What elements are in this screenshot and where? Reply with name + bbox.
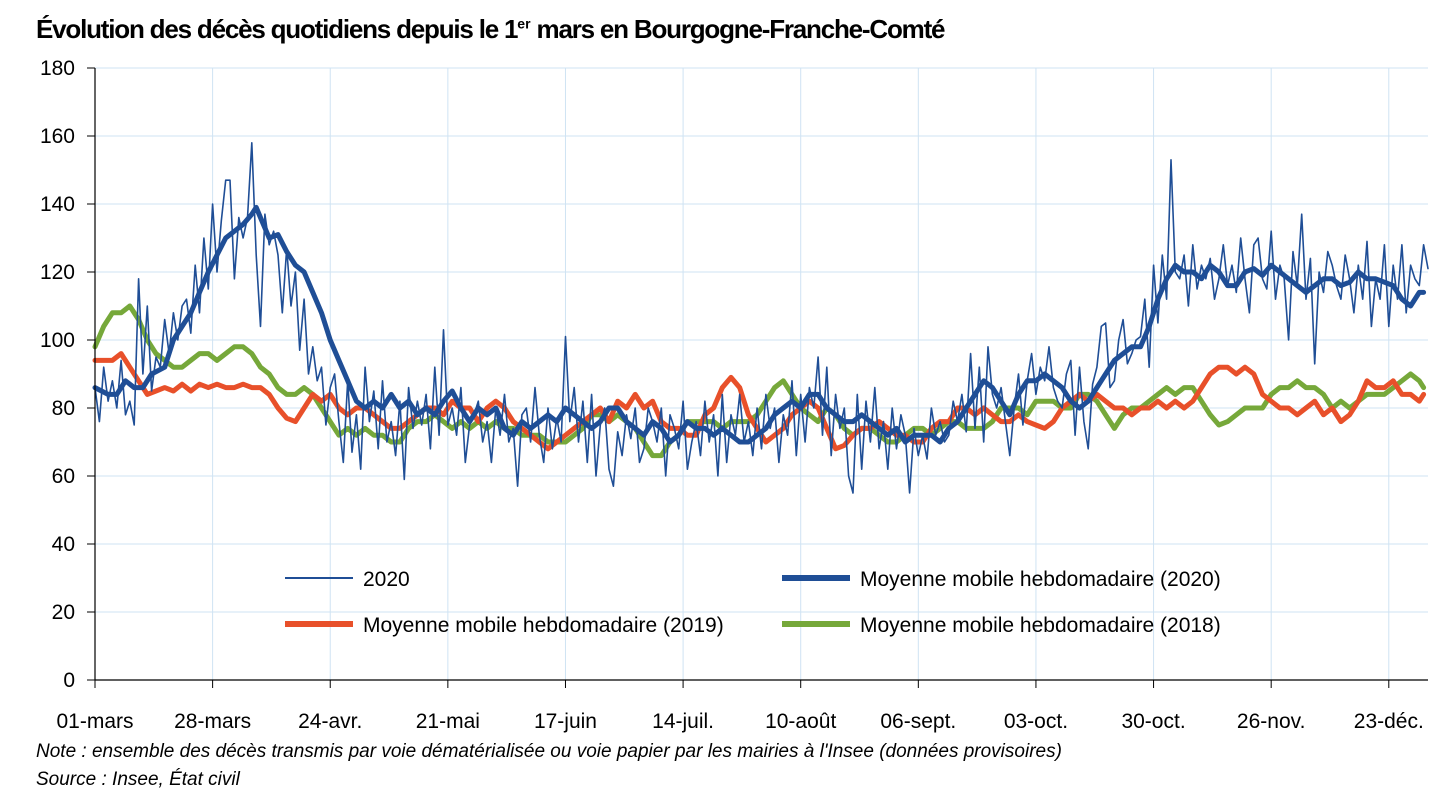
chart-axes: 0 20 40 60 80 100 120 140 160 180 01-mars 28-mars 24… [40, 57, 1428, 733]
x-tick-label: 01-mars [56, 710, 133, 733]
x-tick-label: 28-mars [174, 710, 251, 733]
y-tick-label: 0 [63, 669, 75, 692]
x-tick-label: 17-juin [534, 710, 597, 733]
legend-item-ma-2018-label: Moyenne mobile hebdomadaire (2018) [860, 614, 1221, 637]
chart-footer: Note : ensemble des décès transmis par v… [36, 738, 1062, 794]
x-tick-label: 30-oct. [1121, 710, 1185, 733]
line-chart: 0 20 40 60 80 100 120 140 160 180 01-mars 28-mars 24… [40, 57, 1429, 733]
x-tick-label: 24-avr. [298, 710, 362, 733]
legend-item-ma-2019-label: Moyenne mobile hebdomadaire (2019) [363, 614, 724, 637]
chart-series [92, 142, 1429, 494]
series-2019-moving-average [92, 351, 1427, 452]
title-rest: mars en Bourgogne-Franche-Comté [530, 14, 946, 44]
y-tick-label: 60 [52, 465, 75, 488]
legend-item-ma-2020-label: Moyenne mobile hebdomadaire (2020) [860, 568, 1221, 591]
title-superscript: er [517, 15, 531, 32]
series-2018-moving-average [92, 303, 1427, 459]
y-tick-label: 140 [40, 193, 75, 216]
x-tick-label: 26-nov. [1237, 710, 1306, 733]
title-main: Évolution des décès quotidiens depuis le… [36, 14, 518, 44]
y-tick-label: 40 [52, 533, 75, 556]
source-text: Source : Insee, État civil [36, 769, 240, 790]
chart-legend: 2020 Moyenne mobile hebdomadaire (2020) Mo… [285, 568, 1221, 637]
y-tick-label: 100 [40, 329, 75, 352]
y-tick-label: 80 [52, 397, 75, 420]
y-tick-label: 120 [40, 261, 75, 284]
x-tick-label: 21-mai [416, 710, 480, 733]
y-tick-label: 20 [52, 601, 75, 624]
x-tick-label: 10-août [765, 710, 836, 733]
x-tick-label: 06-sept. [880, 710, 956, 733]
note-text: Note : ensemble des décès transmis par v… [36, 741, 1062, 762]
chart-grid [95, 67, 1428, 680]
series-2020-daily [94, 142, 1429, 494]
y-tick-label: 160 [40, 125, 75, 148]
x-tick-label: 14-juil. [652, 710, 714, 733]
x-tick-label: 23-déc. [1354, 710, 1424, 733]
x-tick-label: 03-oct. [1004, 710, 1068, 733]
legend-item-2020-label: 2020 [363, 568, 410, 591]
series-2020-moving-average [92, 204, 1427, 445]
y-tick-label: 180 [40, 57, 75, 80]
chart-title: Évolution des décès quotidiens depuis le… [36, 14, 946, 45]
